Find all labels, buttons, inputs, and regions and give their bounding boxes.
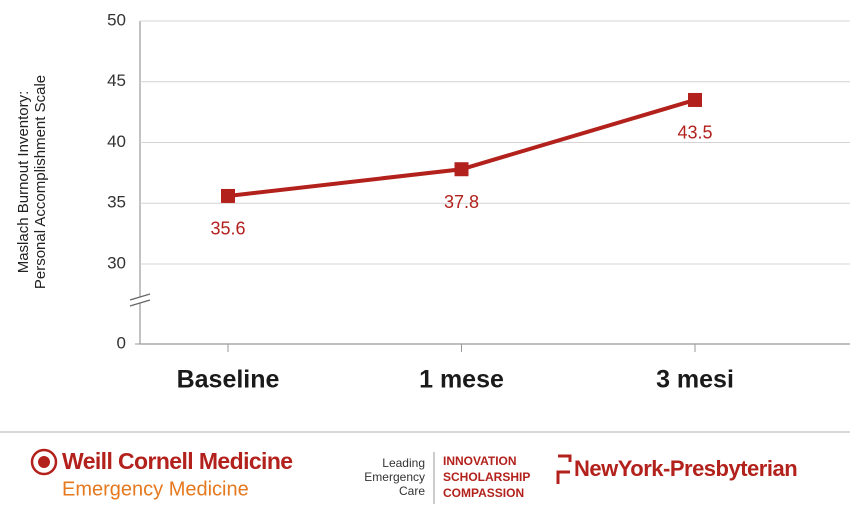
data-point — [221, 188, 235, 203]
axis-break — [129, 293, 151, 301]
data-point — [454, 162, 469, 177]
value-word: COMPASSION — [443, 486, 524, 500]
data-line — [227, 98, 696, 198]
nyp-logo: NewYork-Presbyterian — [556, 454, 798, 484]
value-label: 43.5 — [677, 123, 712, 143]
x-tick-label: 1 mese — [419, 366, 504, 394]
nyp-title: NewYork-Presbyterian — [574, 456, 797, 481]
nyp-icon — [556, 454, 572, 484]
seal-icon — [30, 448, 58, 476]
x-tick-label: 3 mesi — [656, 366, 734, 394]
y-tick-label: 50 — [107, 10, 126, 29]
y-axis-label: Maslach Burnout Inventory:Personal Accom… — [15, 75, 49, 289]
y-axis-label-line: Personal Accomplishment Scale — [32, 75, 49, 289]
tagline-line: Care — [399, 484, 425, 498]
value-word: SCHOLARSHIP — [443, 470, 530, 484]
y-tick-label: 0 — [117, 333, 126, 352]
y-axis-label-line: Maslach Burnout Inventory: — [15, 91, 32, 274]
value-label: 37.8 — [444, 192, 479, 212]
plot: 0 30 35 40 45 50 Maslach Burnout Inventory:Per… — [15, 10, 850, 394]
value-word: INNOVATION — [443, 454, 517, 468]
y-tick-label: 40 — [107, 132, 126, 151]
tagline-line: Leading — [382, 456, 425, 470]
y-tick-label: 45 — [107, 71, 126, 90]
logo-subtitle: Emergency Medicine — [62, 478, 249, 500]
y-tick-label: 35 — [107, 193, 126, 212]
y-tick-label: 30 — [107, 253, 126, 272]
value-label: 35.6 — [210, 219, 245, 239]
logo-title: Weill Cornell Medicine — [62, 448, 292, 474]
axis-break — [132, 297, 148, 303]
tagline: Leading Emergency Care INNOVATION SCHOLA… — [364, 452, 530, 504]
axis-break — [129, 299, 151, 307]
tagline-line: Emergency — [364, 470, 425, 484]
weill-logo: Weill Cornell Medicine Emergency Medicin… — [30, 448, 293, 500]
seal-icon — [38, 456, 50, 468]
x-tick-label: Baseline — [177, 366, 280, 394]
data-point — [688, 92, 702, 107]
